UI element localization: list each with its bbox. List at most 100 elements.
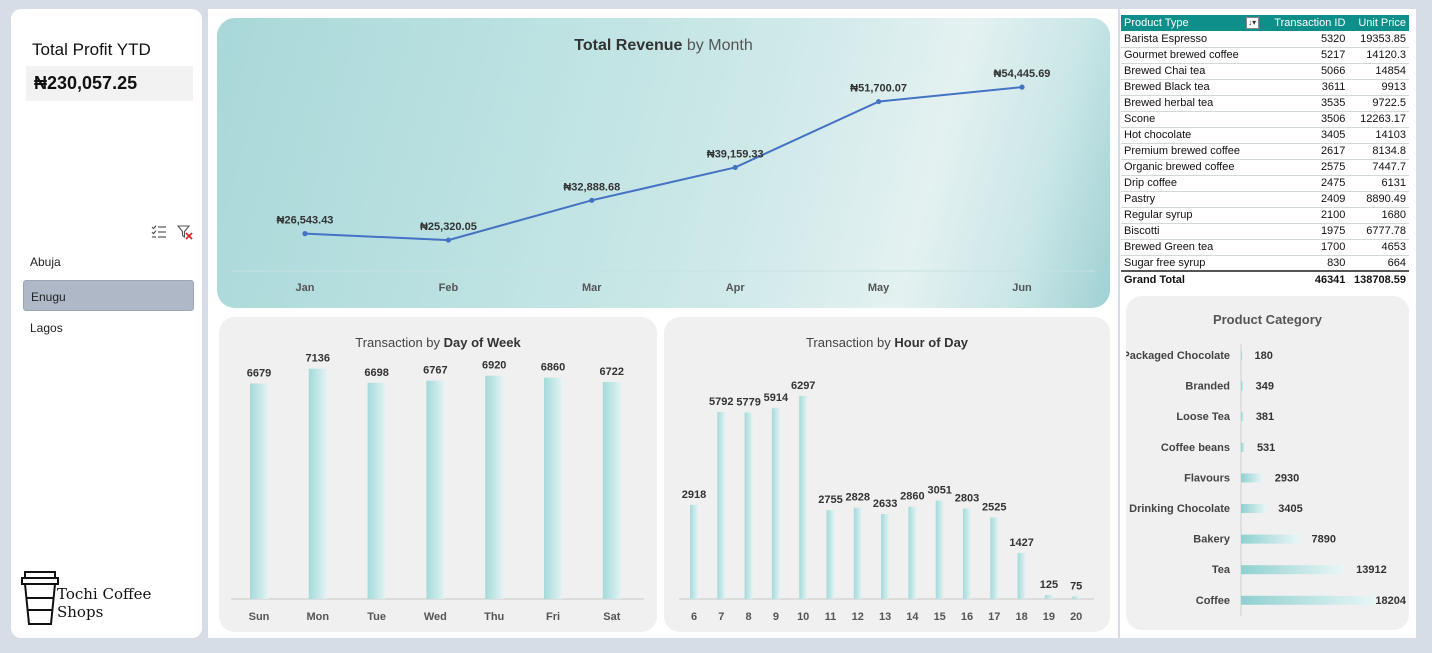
table-row[interactable]: Organic brewed coffee 2575 7447.7: [1121, 159, 1409, 176]
table-row[interactable]: Gourmet brewed coffee 5217 14120.3: [1121, 47, 1409, 64]
category-tick-label: 18: [1015, 611, 1027, 623]
pivot-cell-transactions: 5066: [1267, 63, 1349, 80]
slicer-item-lagos[interactable]: Lagos: [30, 321, 63, 335]
product-pivot-table: Product Type ↓▾ Transaction ID Unit Pric…: [1121, 15, 1409, 287]
table-row[interactable]: Biscotti 1975 6777.78: [1121, 223, 1409, 240]
category-tick-label: 11: [825, 611, 837, 623]
category-tick-label: Tea: [1212, 564, 1231, 576]
category-tick-label: Loose Tea: [1176, 411, 1230, 423]
bar-value-label: 1427: [1009, 537, 1033, 549]
pivot-cell-product: Biscotti: [1121, 223, 1268, 240]
revenue-data-label: ₦39,159.33: [707, 148, 764, 160]
table-row[interactable]: Brewed Green tea 1700 4653: [1121, 239, 1409, 256]
bar: [1241, 504, 1267, 513]
table-row[interactable]: Drip coffee 2475 6131: [1121, 175, 1409, 192]
revenue-line-chart: ₦26,543.43 Jan ₦25,320.05 Feb ₦32,888.68 Mar ₦…: [232, 68, 1095, 294]
revenue-title-rest: by Month: [682, 37, 753, 54]
pivot-cell-transactions: 2575: [1267, 159, 1349, 176]
category-tick-label: 10: [797, 611, 809, 623]
bar-value-label: 5779: [736, 397, 760, 409]
table-row[interactable]: Barista Espresso 5320 19353.85: [1121, 31, 1409, 48]
pivot-cell-product: Brewed herbal tea: [1121, 95, 1268, 112]
bar: [1241, 442, 1245, 452]
month-tick-label: Apr: [726, 282, 746, 294]
bar: [1241, 412, 1244, 422]
pivot-cell-product: Drip coffee: [1121, 175, 1268, 192]
table-row[interactable]: Premium brewed coffee 2617 8134.8: [1121, 143, 1409, 160]
category-tick-label: Coffee beans: [1161, 442, 1230, 454]
revenue-data-label: ₦26,543.43: [277, 215, 334, 227]
table-row[interactable]: Brewed herbal tea 3535 9722.5: [1121, 95, 1409, 112]
pivot-cell-product: Barista Espresso: [1121, 31, 1268, 48]
table-row[interactable]: Brewed Black tea 3611 9913: [1121, 79, 1409, 96]
bar-value-label: 180: [1255, 350, 1273, 362]
pivot-cell-product: Premium brewed coffee: [1121, 143, 1268, 160]
slicer-item-abuja[interactable]: Abuja: [30, 255, 61, 269]
bar-value-label: 2918: [682, 489, 706, 501]
pivot-cell-price: 6777.78: [1348, 223, 1409, 240]
bar: [908, 506, 917, 599]
brand-name: Tochi Coffee Shops: [57, 585, 152, 621]
multi-select-icon[interactable]: [151, 225, 167, 240]
revenue-point: [876, 98, 882, 105]
pivot-cell-transactions: 2475: [1267, 175, 1349, 192]
bar-value-label: 349: [1256, 381, 1274, 393]
category-tick-label: 7: [718, 611, 724, 623]
pivot-cell-transactions: 1975: [1267, 223, 1349, 240]
bar-value-label: 381: [1256, 411, 1274, 423]
sort-filter-icon[interactable]: ↓▾: [1245, 17, 1259, 30]
table-row[interactable]: Hot chocolate 3405 14103: [1121, 127, 1409, 144]
pivot-cell-transactions: 3405: [1267, 127, 1349, 144]
bar: [426, 380, 445, 599]
category-tick-label: 6: [691, 611, 697, 623]
table-row[interactable]: Regular syrup 2100 1680: [1121, 207, 1409, 224]
bar-value-label: 2803: [955, 493, 979, 505]
bar: [881, 514, 890, 599]
slicer-item-enugu[interactable]: Enugu: [23, 280, 194, 311]
bar-value-label: 3051: [927, 485, 951, 497]
slicer-toolbar: [151, 225, 193, 240]
pivot-cell-transactions: 2100: [1267, 207, 1349, 224]
category-tick-label: Coffee: [1196, 595, 1230, 607]
pivot-header-label: Product Type: [1124, 16, 1189, 29]
pivot-cell-product: Scone: [1121, 111, 1268, 128]
revenue-point: [1019, 84, 1025, 90]
bar-value-label: 2525: [982, 502, 1006, 514]
pivot-total-label: Grand Total: [1121, 270, 1268, 287]
table-row[interactable]: Brewed Chai tea 5066 14854: [1121, 63, 1409, 80]
pivot-cell-price: 14120.3: [1348, 47, 1409, 64]
bar: [990, 517, 999, 599]
pivot-cell-transactions: 3611: [1267, 79, 1349, 96]
hour-of-day-bar-chart: 2918 6 5792 7 5779 8 5914 9 6297 10 2755 11 2828 12 26…: [679, 380, 1094, 623]
bar-value-label: 3405: [1278, 503, 1302, 515]
bar-value-label: 5914: [764, 392, 789, 404]
pivot-cell-product: Brewed Green tea: [1121, 239, 1268, 256]
table-row[interactable]: Scone 3506 12263.17: [1121, 111, 1409, 128]
pivot-cell-product: Brewed Chai tea: [1121, 63, 1268, 80]
pivot-header-product-type[interactable]: Product Type ↓▾: [1121, 15, 1268, 31]
bar-value-label: 7136: [306, 353, 330, 365]
table-row[interactable]: Pastry 2409 8890.49: [1121, 191, 1409, 208]
clear-filter-icon[interactable]: [177, 225, 193, 240]
hour-title-bold: Hour of Day: [894, 335, 969, 350]
bar: [308, 368, 327, 599]
table-row[interactable]: Sugar free syrup 830 664: [1121, 255, 1409, 272]
category-tick-label: Wed: [424, 611, 447, 623]
pivot-cell-price: 14103: [1348, 127, 1409, 144]
month-tick-label: Jun: [1012, 282, 1032, 294]
bar: [544, 377, 562, 599]
bar-value-label: 125: [1040, 579, 1058, 591]
bar: [1017, 552, 1026, 599]
pivot-cell-transactions: 2409: [1267, 191, 1349, 208]
revenue-data-label: ₦32,888.68: [563, 181, 620, 193]
pivot-cell-price: 8134.8: [1348, 143, 1409, 160]
day-title-bold: Day of Week: [443, 335, 521, 350]
category-tick-label: 20: [1070, 611, 1082, 623]
pivot-cell-transactions: 5320: [1267, 31, 1349, 48]
bar: [771, 408, 780, 599]
revenue-point: [589, 197, 595, 203]
bar: [1241, 565, 1345, 575]
profit-label: Total Profit YTD: [32, 40, 151, 59]
revenue-data-label: ₦51,700.07: [850, 83, 907, 95]
brand-logo: Tochi Coffee Shops: [21, 570, 202, 631]
